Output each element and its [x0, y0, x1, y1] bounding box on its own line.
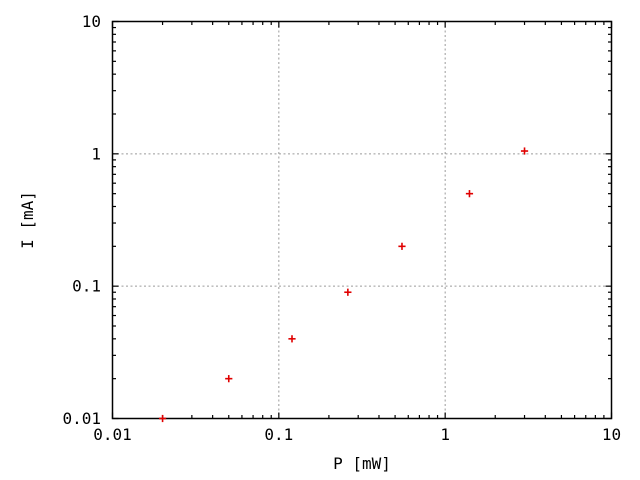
x-tick-label: 1: [440, 425, 450, 444]
y-tick-label: 10: [82, 12, 101, 31]
x-axis-title: P [mW]: [333, 454, 391, 473]
data-point-marker: [288, 335, 296, 343]
tick-label-layer: 0.01 0.1 1 10 0.01 0.1 1 10: [62, 12, 621, 444]
plot-border: [111, 20, 613, 420]
y-axis-title: I [mA]: [18, 191, 37, 249]
grid-layer: [112, 21, 612, 419]
data-point-marker: [158, 414, 167, 423]
data-point-marker: [225, 375, 233, 383]
data-series-layer: [158, 147, 529, 423]
data-point-marker: [465, 190, 474, 198]
y-tick-label: 0.01: [62, 409, 101, 428]
y-tick-label: 0.1: [72, 277, 101, 296]
x-tick-label: 0.1: [264, 425, 293, 444]
data-point-marker: [520, 147, 529, 155]
data-point-marker: [344, 288, 352, 296]
data-point-marker: [398, 242, 406, 250]
axis-layer: [111, 20, 613, 420]
y-tick-label: 1: [91, 144, 101, 163]
x-tick-label: 10: [602, 425, 621, 444]
x-tick-label: 0.01: [93, 425, 132, 444]
